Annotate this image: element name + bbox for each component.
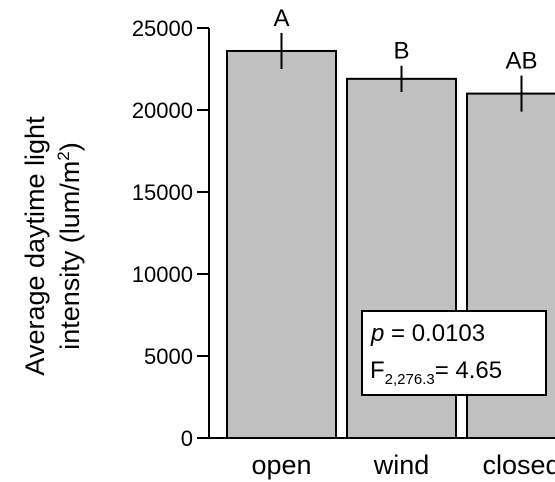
significance-label-closed: AB [505,48,537,75]
stats-annotation: p = 0.0103 F2,276.3= 4.65 [361,310,547,396]
bar-open [226,49,337,440]
y-tick-label-15000: 15000 [132,180,193,205]
y-tick-label-25000: 25000 [132,16,193,41]
x-tick-label-closed: closed [482,450,555,480]
y-tick-label-10000: 10000 [132,262,193,287]
f-value: = 4.65 [435,357,502,384]
significance-label-open: A [273,5,289,32]
y-axis-label-line2-prefix: intensity (lum/m [55,161,85,350]
p-value: = 0.0103 [384,320,485,347]
y-axis-label-superscript: 2 [54,151,73,160]
f-label: F [370,357,385,384]
f-subscript: 2,276.3 [385,371,435,388]
y-axis-label: Average daytime light intensity (lum/m2) [20,116,85,376]
y-tick-label-20000: 20000 [132,98,193,123]
stats-box [361,310,547,396]
f-stat-text: F2,276.3= 4.65 [370,357,502,388]
y-tick-label-5000: 5000 [144,344,193,369]
y-axis-label-line1: Average daytime light [20,116,50,376]
p-label: p [370,320,384,347]
p-value-text: p = 0.0103 [370,320,485,347]
x-tick-label-open: open [251,450,311,480]
y-axis-label-line2: intensity (lum/m2) [54,142,85,350]
significance-label-wind: B [393,38,409,65]
y-axis-label-line2-suffix: ) [55,142,85,151]
x-tick-label-wind: wind [373,450,430,480]
y-tick-label-0: 0 [181,426,193,451]
